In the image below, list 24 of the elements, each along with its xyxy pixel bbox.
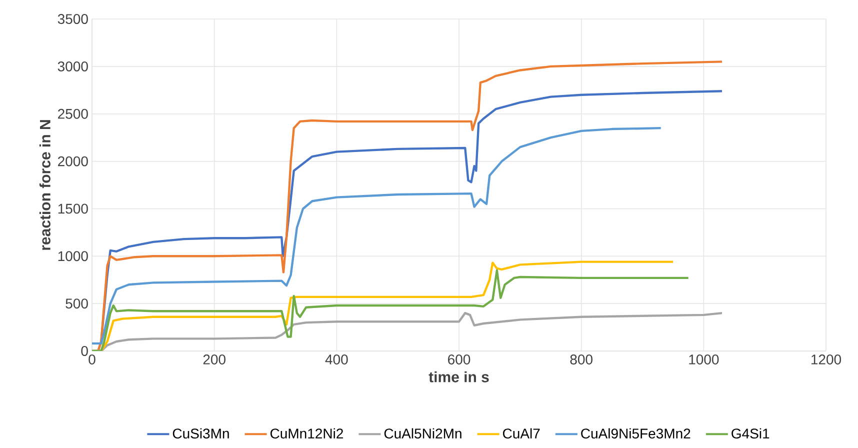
x-tick-label: 200 [203,354,226,364]
legend-label: G4Si1 [732,428,770,439]
legend-label: CuAl7 [502,428,540,439]
y-tick-label: 0 [81,346,88,356]
y-tick-label: 3000 [58,61,88,72]
y-tick-label: 3500 [58,14,88,24]
legend-label: CuSi3Mn [172,428,229,439]
legend-label: CuAl5Ni2Mn [384,428,462,439]
x-tick-label: 400 [325,354,348,364]
x-tick-label: 1200 [812,354,842,364]
x-axis-title: time in s [428,371,489,382]
y-axis-title: reaction force in N [39,120,50,250]
legend-label: CuAl9Ni5Fe3Mn2 [581,428,690,439]
y-tick-label: 2500 [58,108,88,119]
x-tick-label: 800 [570,354,592,364]
y-tick-label: 1000 [58,251,88,262]
y-tick-label: 1500 [58,204,88,214]
x-tick-label: 1000 [689,354,719,364]
x-tick-label: 0 [88,354,96,364]
legend-label: CuMn12Ni2 [270,428,343,439]
x-tick-label: 600 [448,354,470,364]
y-tick-label: 2000 [58,156,88,166]
y-tick-label: 500 [66,298,88,309]
line-series [92,126,662,345]
